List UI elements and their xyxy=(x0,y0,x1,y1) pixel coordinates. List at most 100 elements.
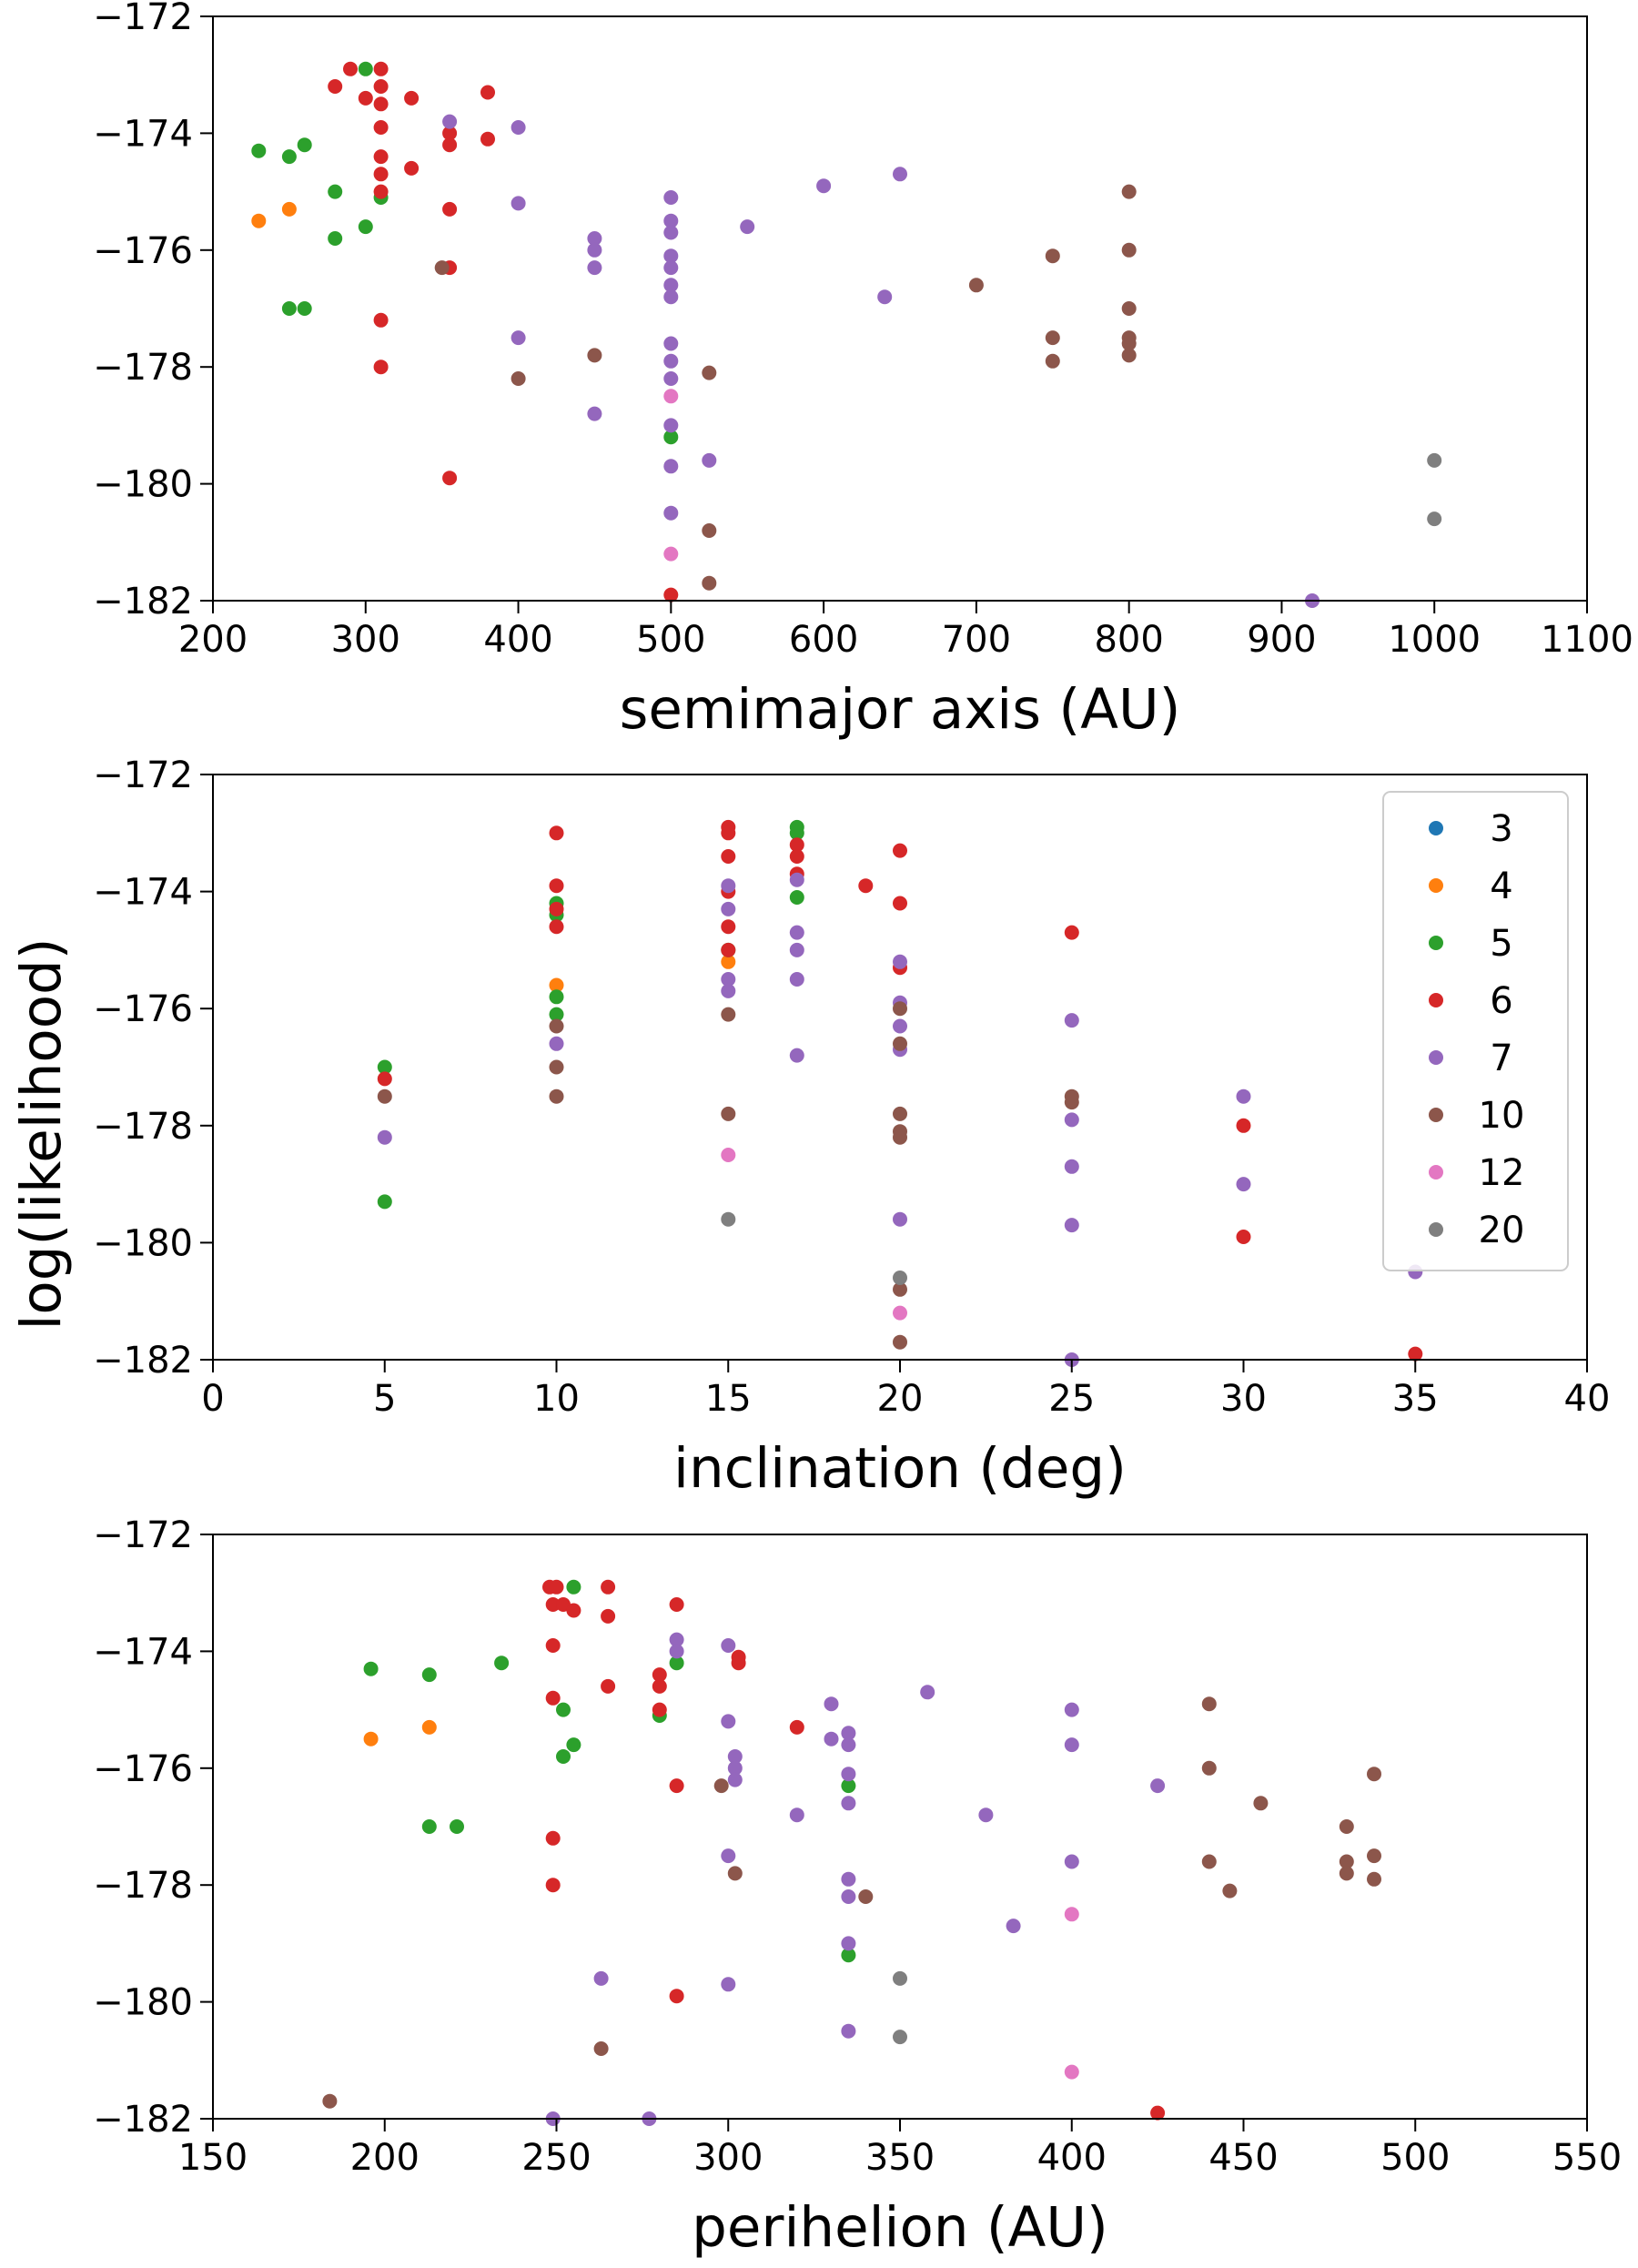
legend: 3 4 5 6 7 10 12 20 xyxy=(1382,791,1569,1271)
point-panel2-series-5-4 xyxy=(549,989,564,1005)
panels: 200 300 400 500 600 700 800 900 1000 1100−172−174… xyxy=(93,0,1633,2260)
y-tick-label-panel3-1: −174 xyxy=(93,1631,193,1673)
point-panel3-series-4-0 xyxy=(363,1731,379,1747)
point-panel3-series-6-4 xyxy=(566,1603,581,1618)
x-tick-label-panel1-6: 800 xyxy=(1094,619,1163,661)
point-panel3-series-7-27 xyxy=(1064,1737,1079,1753)
legend-marker-10 xyxy=(1429,1108,1443,1122)
point-panel2-series-12-1 xyxy=(893,1305,907,1321)
point-panel1-series-20-0 xyxy=(1427,452,1442,468)
y-tick-label-panel3-2: −176 xyxy=(93,1748,193,1790)
point-panel2-series-6-14 xyxy=(858,878,874,894)
x-tick-label-panel2-0: 0 xyxy=(201,1378,224,1420)
point-panel3-series-6-6 xyxy=(601,1608,616,1624)
point-panel1-series-4-1 xyxy=(281,201,297,217)
point-panel1-series-10-7 xyxy=(1045,248,1060,264)
point-panel1-series-7-21 xyxy=(702,452,717,468)
point-panel2-series-10-4 xyxy=(721,1007,736,1022)
points-panel-2 xyxy=(377,819,1423,1367)
point-panel1-series-7-9 xyxy=(663,213,679,228)
y-tick-label-panel1-4: −180 xyxy=(93,464,193,506)
point-panel2-series-5-5 xyxy=(549,1007,564,1022)
point-panel2-series-7-4 xyxy=(721,972,736,987)
point-panel2-series-7-15 xyxy=(893,1211,907,1227)
point-panel2-series-7-0 xyxy=(377,1129,392,1145)
x-tick-label-panel3-3: 300 xyxy=(693,2137,763,2179)
legend-marker-5 xyxy=(1429,936,1443,950)
point-panel2-series-5-1 xyxy=(377,1194,392,1210)
point-panel1-series-6-19 xyxy=(373,359,389,375)
point-panel3-series-6-19 xyxy=(669,1989,684,2004)
point-panel1-series-7-14 xyxy=(663,289,679,305)
point-panel3-series-5-8 xyxy=(566,1579,581,1595)
x-tick-label-panel2-7: 35 xyxy=(1392,1378,1439,1420)
y-tick-label-panel3-4: −180 xyxy=(93,1982,193,2024)
y-tick-label-panel3-5: −182 xyxy=(93,2099,193,2141)
point-panel3-series-5-10 xyxy=(669,1655,684,1671)
point-panel2-series-6-6 xyxy=(721,825,736,841)
point-panel3-series-20-1 xyxy=(893,2030,907,2045)
point-panel3-series-5-1 xyxy=(421,1667,437,1683)
point-panel3-series-10-15 xyxy=(1367,1871,1381,1887)
point-panel1-series-10-1 xyxy=(511,371,526,386)
point-panel3-series-6-15 xyxy=(731,1655,746,1671)
point-panel1-series-7-23 xyxy=(816,178,832,194)
point-panel2-series-6-15 xyxy=(893,843,907,858)
point-panel1-series-6-18 xyxy=(373,312,389,328)
point-panel3-series-7-14 xyxy=(824,1731,839,1747)
point-panel1-series-7-20 xyxy=(663,505,679,521)
x-tick-label-panel2-8: 40 xyxy=(1564,1378,1611,1420)
y-tick-label-panel2-0: −172 xyxy=(93,754,193,796)
point-panel2-series-10-3 xyxy=(549,1088,564,1104)
x-tick-label-panel3-0: 150 xyxy=(178,2137,248,2179)
point-panel3-series-6-11 xyxy=(652,1667,667,1683)
point-panel1-series-10-6 xyxy=(968,278,984,293)
point-panel1-series-6-13 xyxy=(442,137,458,153)
x-tick-label-panel1-4: 600 xyxy=(789,619,858,661)
point-panel1-series-6-4 xyxy=(373,79,389,94)
legend-marker-6 xyxy=(1429,993,1443,1007)
point-panel3-series-5-11 xyxy=(841,1778,856,1794)
point-panel2-series-6-0 xyxy=(377,1071,392,1087)
point-panel2-series-6-21 xyxy=(1408,1346,1423,1362)
point-panel1-series-10-0 xyxy=(434,260,450,276)
point-panel1-series-5-1 xyxy=(281,149,297,165)
x-tick-label-panel1-2: 400 xyxy=(483,619,552,661)
x-tick-label-panel1-3: 500 xyxy=(636,619,705,661)
y-tick-label-panel2-5: −182 xyxy=(93,1340,193,1382)
point-panel1-series-7-4 xyxy=(587,231,602,246)
point-panel1-series-7-22 xyxy=(740,219,755,235)
point-panel1-series-5-0 xyxy=(251,143,267,158)
point-panel2-series-5-9 xyxy=(789,890,804,905)
point-panel3-series-7-19 xyxy=(841,1871,856,1887)
point-panel2-series-7-10 xyxy=(789,1048,804,1063)
point-panel1-series-10-8 xyxy=(1045,330,1060,346)
point-panel3-series-7-26 xyxy=(1064,1702,1079,1717)
point-panel3-series-10-4 xyxy=(858,1889,874,1904)
legend-label-5: 5 xyxy=(1490,923,1512,965)
y-tick-label-panel1-5: −182 xyxy=(93,581,193,623)
point-panel2-series-7-17 xyxy=(1064,1112,1079,1128)
point-panel3-series-20-0 xyxy=(893,1970,907,1986)
x-tick-label-panel2-5: 25 xyxy=(1048,1378,1095,1420)
point-panel1-series-7-11 xyxy=(663,248,679,264)
point-panel2-series-7-6 xyxy=(789,872,804,887)
point-panel2-series-10-6 xyxy=(893,1001,907,1017)
x-tick-label-panel1-9: 1100 xyxy=(1541,619,1633,661)
point-panel2-series-10-2 xyxy=(549,1059,564,1075)
legend-marker-20 xyxy=(1429,1222,1443,1237)
point-panel2-series-10-5 xyxy=(721,1106,736,1121)
point-panel1-series-7-17 xyxy=(663,371,679,386)
point-panel3-series-7-1 xyxy=(669,1644,684,1659)
x-tick-label-panel3-8: 550 xyxy=(1552,2137,1622,2179)
point-panel2-series-6-11 xyxy=(789,837,804,853)
point-panel3-series-7-17 xyxy=(841,1767,856,1782)
point-panel1-series-7-10 xyxy=(663,225,679,240)
point-panel3-series-7-2 xyxy=(721,1638,736,1653)
legend-label-6: 6 xyxy=(1490,980,1512,1022)
point-panel1-series-7-25 xyxy=(893,167,907,182)
point-panel3-series-10-1 xyxy=(593,2041,609,2056)
point-panel1-series-5-2 xyxy=(297,137,312,153)
point-panel2-series-20-0 xyxy=(721,1211,736,1227)
